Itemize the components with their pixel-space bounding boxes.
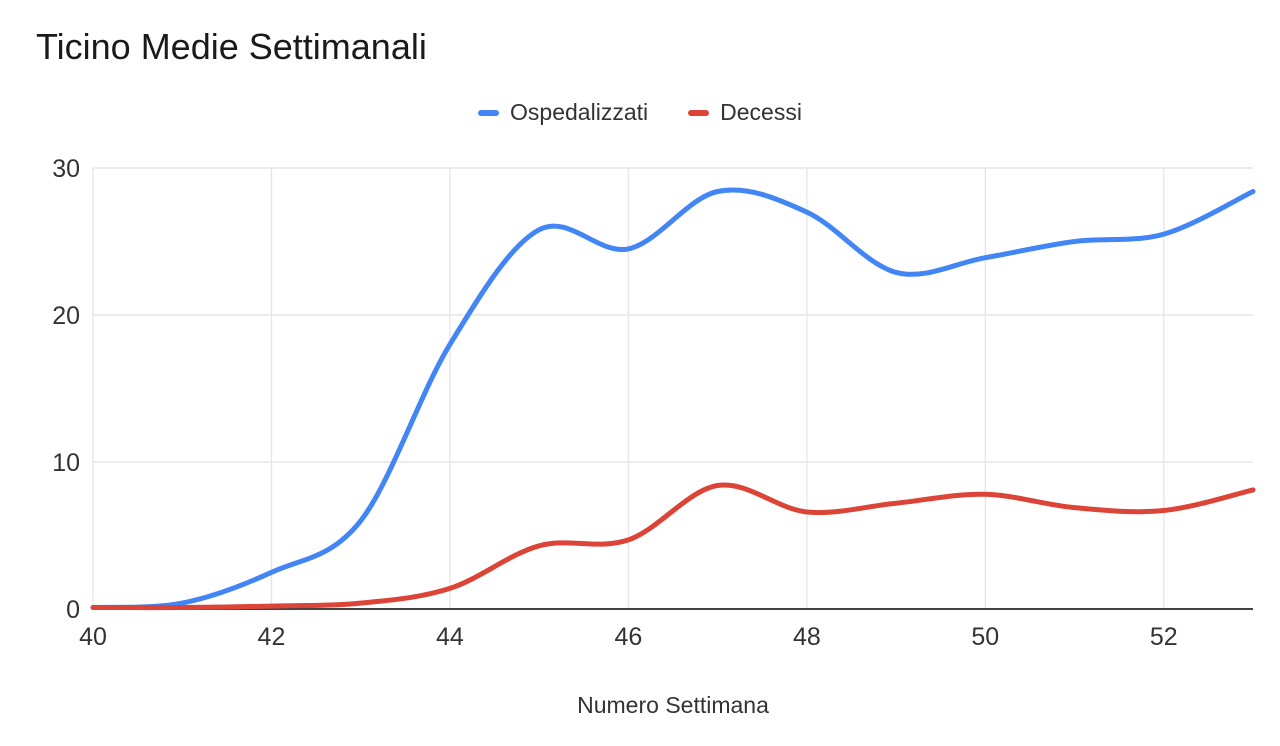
- legend-swatch-ospedalizzati-icon: [478, 109, 500, 116]
- legend-swatch-decessi-icon: [688, 109, 710, 116]
- series-line-ospedalizzati[interactable]: [90, 187, 1256, 610]
- y-tick-label: 10: [52, 449, 80, 477]
- x-tick-label: 52: [1150, 623, 1178, 651]
- x-tick-label: 44: [436, 623, 464, 651]
- chart-title: Ticino Medie Settimanali: [36, 26, 427, 67]
- x-tick-label: 50: [971, 623, 999, 651]
- legend-label-ospedalizzati: Ospedalizzati: [510, 99, 649, 125]
- x-axis-title: Numero Settimana: [577, 692, 769, 718]
- series-line-decessi[interactable]: [90, 482, 1256, 611]
- y-tick-label: 30: [52, 155, 80, 183]
- legend: Ospedalizzati Decessi: [0, 99, 1280, 126]
- legend-item-ospedalizzati[interactable]: Ospedalizzati: [478, 99, 648, 126]
- x-tick-label: 48: [793, 623, 821, 651]
- y-tick-label: 20: [52, 302, 80, 330]
- x-tick-label: 42: [258, 623, 286, 651]
- legend-label-decessi: Decessi: [720, 99, 802, 125]
- x-tick-label: 46: [614, 623, 642, 651]
- x-tick-label: 40: [79, 623, 107, 651]
- y-tick-label: 0: [66, 596, 80, 624]
- legend-item-decessi[interactable]: Decessi: [688, 99, 802, 126]
